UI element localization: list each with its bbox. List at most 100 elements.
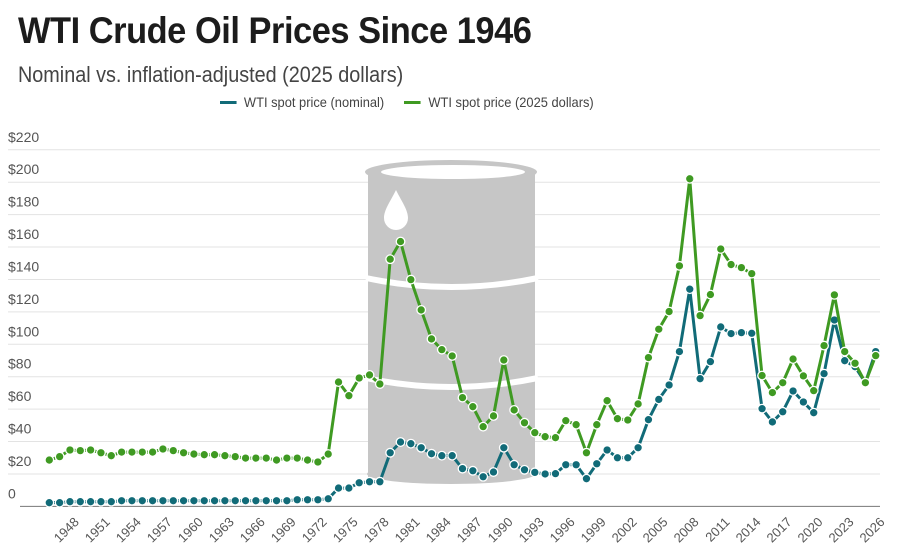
data-point-1990[interactable]: [498, 355, 509, 365]
data-point-1983[interactable]: [426, 334, 437, 344]
data-point-2023[interactable]: [839, 346, 850, 357]
data-point-2010[interactable]: [705, 356, 716, 367]
legend-item-nominal[interactable]: WTI spot price (nominal): [220, 94, 384, 110]
data-point-1956[interactable]: [147, 447, 158, 458]
data-point-1988[interactable]: [478, 471, 489, 482]
data-point-1954[interactable]: [126, 495, 137, 506]
data-point-1974[interactable]: [333, 377, 344, 388]
data-point-2017[interactable]: [777, 406, 788, 417]
data-point-1966[interactable]: [250, 495, 261, 506]
data-point-1981[interactable]: [405, 274, 416, 285]
data-point-2011[interactable]: [715, 322, 726, 332]
data-point-1959[interactable]: [178, 495, 189, 506]
data-point-1955[interactable]: [137, 447, 148, 458]
data-point-2018[interactable]: [788, 386, 799, 396]
data-point-1993[interactable]: [529, 467, 540, 478]
data-point-1953[interactable]: [116, 447, 127, 458]
data-point-1965[interactable]: [240, 495, 251, 506]
data-point-2020[interactable]: [808, 407, 819, 418]
data-point-1957[interactable]: [157, 495, 168, 506]
data-point-1991[interactable]: [509, 405, 520, 415]
data-point-1976[interactable]: [354, 373, 365, 383]
data-point-1980[interactable]: [395, 437, 406, 447]
data-point-1957[interactable]: [157, 444, 168, 454]
data-point-1991[interactable]: [509, 459, 520, 470]
data-point-1979[interactable]: [385, 254, 396, 265]
data-point-2019[interactable]: [798, 397, 809, 407]
data-point-2001[interactable]: [612, 452, 623, 463]
data-point-1997[interactable]: [571, 459, 582, 470]
data-point-2019[interactable]: [798, 370, 809, 381]
data-point-1951[interactable]: [95, 447, 106, 458]
data-point-2000[interactable]: [602, 395, 613, 406]
data-point-1969[interactable]: [281, 453, 292, 464]
data-point-1977[interactable]: [364, 476, 375, 487]
data-point-2014[interactable]: [746, 268, 757, 279]
data-point-1946[interactable]: [44, 497, 55, 508]
data-point-2023[interactable]: [839, 355, 850, 366]
data-point-2016[interactable]: [767, 416, 778, 427]
data-point-1995[interactable]: [550, 432, 561, 443]
data-point-1975[interactable]: [343, 483, 354, 494]
data-point-1958[interactable]: [168, 495, 179, 506]
data-point-2026[interactable]: [870, 350, 881, 361]
data-point-1990[interactable]: [498, 442, 509, 453]
data-point-1963[interactable]: [219, 450, 230, 461]
data-point-1975[interactable]: [343, 390, 354, 401]
data-point-1999[interactable]: [591, 458, 602, 469]
data-point-2021[interactable]: [819, 340, 830, 351]
data-point-2014[interactable]: [746, 328, 757, 339]
data-point-1999[interactable]: [591, 419, 602, 430]
data-point-1972[interactable]: [312, 457, 323, 467]
data-point-1968[interactable]: [271, 495, 282, 506]
data-point-2009[interactable]: [695, 373, 706, 384]
data-point-2013[interactable]: [736, 262, 747, 273]
data-point-1959[interactable]: [178, 447, 189, 458]
data-point-1964[interactable]: [230, 451, 241, 462]
data-point-1952[interactable]: [106, 496, 117, 507]
data-point-1963[interactable]: [219, 495, 230, 506]
data-point-1947[interactable]: [54, 451, 65, 462]
data-point-1997[interactable]: [571, 419, 582, 430]
data-point-2005[interactable]: [653, 394, 664, 405]
data-point-1953[interactable]: [116, 495, 127, 506]
data-point-1960[interactable]: [188, 495, 199, 506]
data-point-2020[interactable]: [808, 385, 819, 396]
data-point-1995[interactable]: [550, 468, 561, 479]
data-point-2010[interactable]: [705, 289, 716, 300]
data-point-1952[interactable]: [106, 450, 117, 461]
data-point-2015[interactable]: [757, 403, 768, 414]
data-point-1987[interactable]: [467, 401, 478, 412]
data-point-2003[interactable]: [633, 399, 644, 409]
data-point-2004[interactable]: [643, 352, 654, 363]
data-point-2002[interactable]: [622, 415, 633, 425]
data-point-1949[interactable]: [75, 445, 86, 456]
data-point-2022[interactable]: [829, 289, 840, 300]
data-point-1970[interactable]: [292, 453, 303, 464]
data-point-2012[interactable]: [726, 259, 737, 270]
data-point-1989[interactable]: [488, 410, 499, 421]
data-point-1998[interactable]: [581, 473, 592, 484]
data-point-1950[interactable]: [85, 445, 96, 455]
data-point-1976[interactable]: [354, 477, 365, 488]
data-point-2008[interactable]: [684, 173, 695, 184]
data-point-2003[interactable]: [633, 442, 644, 453]
data-point-1984[interactable]: [436, 450, 447, 461]
data-point-1982[interactable]: [416, 304, 427, 315]
data-point-1954[interactable]: [126, 447, 137, 458]
data-point-2007[interactable]: [674, 346, 685, 357]
data-point-1970[interactable]: [292, 494, 303, 505]
data-point-1948[interactable]: [65, 445, 75, 455]
data-point-1973[interactable]: [323, 493, 334, 504]
data-point-2004[interactable]: [643, 414, 654, 425]
data-point-1971[interactable]: [302, 494, 313, 505]
data-point-1971[interactable]: [302, 455, 313, 465]
data-point-1978[interactable]: [374, 379, 385, 389]
data-point-1992[interactable]: [519, 464, 530, 475]
data-point-2021[interactable]: [819, 368, 830, 379]
data-point-2002[interactable]: [622, 452, 633, 463]
data-point-1967[interactable]: [261, 495, 272, 506]
data-point-1996[interactable]: [560, 415, 571, 426]
data-point-1992[interactable]: [519, 417, 530, 428]
data-point-2000[interactable]: [602, 445, 613, 455]
